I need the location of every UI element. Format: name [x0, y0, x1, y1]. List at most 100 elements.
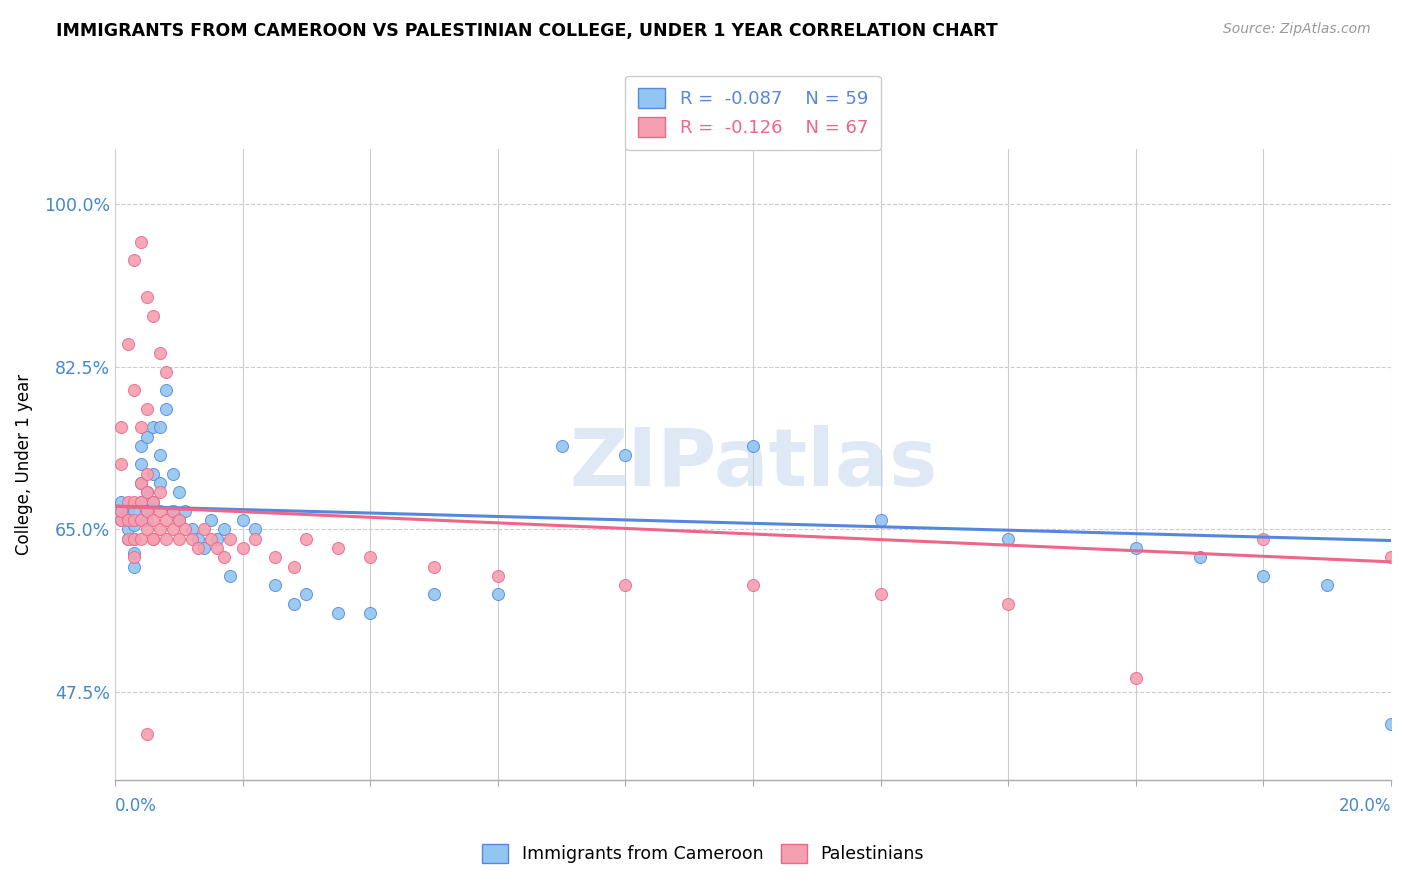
Point	[136, 726, 159, 740]
Point	[550, 439, 572, 453]
Point	[155, 383, 177, 397]
Point	[174, 504, 197, 518]
Point	[193, 522, 215, 536]
Point	[149, 448, 172, 462]
Point	[129, 494, 152, 508]
Point	[122, 550, 145, 565]
Point	[245, 532, 267, 546]
Point	[142, 494, 165, 508]
Point	[359, 606, 381, 620]
Text: ZIPatlas: ZIPatlas	[569, 425, 938, 503]
Point	[129, 439, 152, 453]
Point	[263, 578, 285, 592]
Point	[219, 568, 242, 582]
Point	[869, 513, 891, 527]
Point	[142, 420, 165, 434]
Point	[117, 513, 139, 527]
Point	[614, 578, 637, 592]
Point	[142, 532, 165, 546]
Point	[328, 541, 350, 555]
Point	[122, 383, 145, 397]
Point	[486, 587, 509, 601]
Point	[614, 448, 637, 462]
Point	[142, 513, 165, 527]
Point	[129, 532, 152, 546]
Point	[122, 532, 145, 546]
Point	[110, 504, 132, 518]
Point	[122, 559, 145, 574]
Text: 0.0%: 0.0%	[115, 797, 157, 814]
Point	[212, 522, 235, 536]
Point	[149, 485, 172, 500]
Point	[149, 420, 172, 434]
Point	[122, 532, 145, 546]
Point	[486, 568, 509, 582]
Point	[136, 485, 159, 500]
Point	[117, 504, 139, 518]
Legend: R =  -0.087    N = 59, R =  -0.126    N = 67: R = -0.087 N = 59, R = -0.126 N = 67	[626, 76, 880, 150]
Point	[187, 541, 209, 555]
Point	[136, 485, 159, 500]
Point	[283, 597, 305, 611]
Point	[117, 522, 139, 536]
Point	[149, 522, 172, 536]
Point	[200, 513, 222, 527]
Text: IMMIGRANTS FROM CAMEROON VS PALESTINIAN COLLEGE, UNDER 1 YEAR CORRELATION CHART: IMMIGRANTS FROM CAMEROON VS PALESTINIAN …	[56, 22, 998, 40]
Y-axis label: College, Under 1 year: College, Under 1 year	[15, 374, 32, 555]
Point	[212, 550, 235, 565]
Point	[997, 532, 1019, 546]
Point	[742, 439, 765, 453]
Point	[155, 365, 177, 379]
Point	[155, 401, 177, 416]
Point	[122, 517, 145, 532]
Point	[232, 541, 254, 555]
Point	[129, 513, 152, 527]
Point	[129, 420, 152, 434]
Point	[110, 513, 132, 527]
Point	[295, 532, 318, 546]
Point	[162, 522, 184, 536]
Point	[155, 513, 177, 527]
Point	[142, 494, 165, 508]
Point	[162, 467, 184, 481]
Point	[129, 494, 152, 508]
Text: Source: ZipAtlas.com: Source: ZipAtlas.com	[1223, 22, 1371, 37]
Point	[187, 532, 209, 546]
Point	[117, 513, 139, 527]
Point	[167, 485, 190, 500]
Point	[1253, 568, 1275, 582]
Point	[423, 559, 446, 574]
Point	[1125, 671, 1147, 685]
Point	[122, 253, 145, 268]
Point	[122, 545, 145, 559]
Point	[110, 458, 132, 472]
Point	[162, 504, 184, 518]
Point	[142, 309, 165, 323]
Point	[742, 578, 765, 592]
Point	[162, 504, 184, 518]
Point	[219, 532, 242, 546]
Point	[110, 513, 132, 527]
Point	[129, 475, 152, 490]
Legend: Immigrants from Cameroon, Palestinians: Immigrants from Cameroon, Palestinians	[475, 837, 931, 870]
Point	[117, 532, 139, 546]
Point	[1316, 578, 1339, 592]
Point	[129, 458, 152, 472]
Point	[1253, 532, 1275, 546]
Point	[359, 550, 381, 565]
Point	[149, 346, 172, 360]
Point	[155, 532, 177, 546]
Point	[136, 290, 159, 304]
Point	[117, 532, 139, 546]
Point	[180, 522, 202, 536]
Point	[167, 513, 190, 527]
Point	[149, 504, 172, 518]
Point	[167, 513, 190, 527]
Point	[200, 532, 222, 546]
Point	[129, 475, 152, 490]
Point	[167, 532, 190, 546]
Point	[142, 467, 165, 481]
Point	[245, 522, 267, 536]
Point	[110, 420, 132, 434]
Point	[205, 532, 228, 546]
